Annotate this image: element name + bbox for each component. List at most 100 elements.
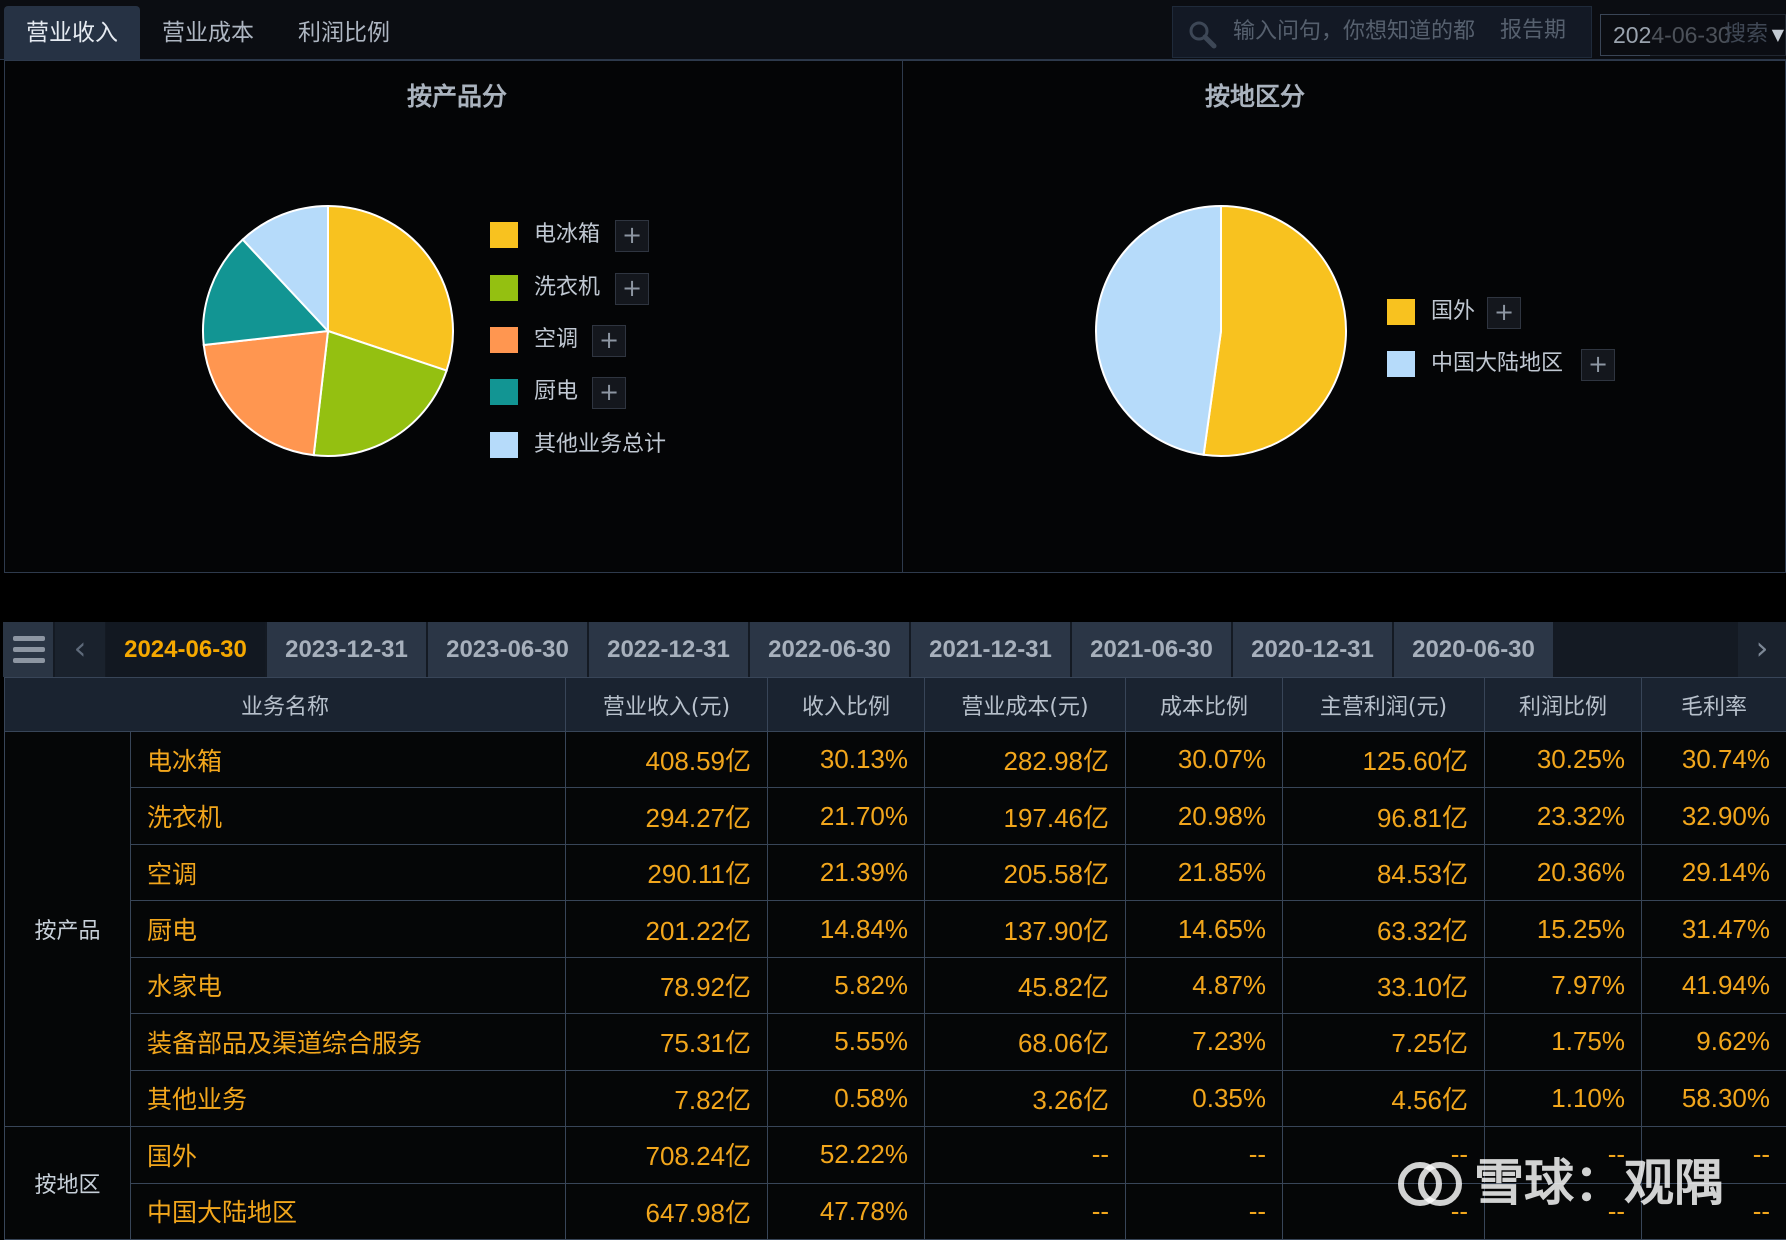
date-tab[interactable]: 2022-06-30 xyxy=(750,622,910,677)
pie-slice[interactable] xyxy=(312,329,448,457)
business-name-cell: 厨电 xyxy=(129,900,567,958)
value-cell: 63.32亿 xyxy=(1282,900,1486,958)
legend-swatch xyxy=(490,432,518,458)
table-row[interactable]: 按地区 国外 708.24亿 52.22% -- -- -- -- -- xyxy=(4,1126,1786,1240)
legend-swatch xyxy=(1387,299,1415,325)
pie-slice[interactable] xyxy=(202,329,330,457)
date-tab[interactable]: 2023-06-30 xyxy=(428,622,588,677)
table-row[interactable]: 厨电 201.22亿 14.84% 137.90亿 14.65% 63.32亿 15.25%… xyxy=(5,900,1786,958)
table-row[interactable]: 空调 290.11亿 21.39% 205.58亿 21.85% 84.53亿 20.36%… xyxy=(5,843,1786,902)
chart-title: 按产品分 xyxy=(406,82,507,111)
column-header[interactable]: 收入比例 xyxy=(767,677,926,732)
column-header[interactable]: 毛利率 xyxy=(1641,677,1786,732)
pie-slice[interactable] xyxy=(241,204,329,334)
expand-plus-icon[interactable]: + xyxy=(592,325,626,357)
value-cell: 408.59亿 xyxy=(565,730,769,789)
date-tab[interactable]: 2023-12-31 xyxy=(267,622,427,677)
period-tabs: ‹ 2024-06-30 2023-12-31 2023-06-30 2022-12-… xyxy=(3,622,1786,677)
pie-slice[interactable] xyxy=(1095,204,1222,456)
table-row[interactable]: 按产品 电冰箱 408.59亿 30.13% 282.98亿 30.07% 125.60亿 3… xyxy=(4,730,1786,1128)
search-input[interactable]: 输入问句，你想知道的都 xyxy=(1233,19,1476,44)
value-cell: 7.97% xyxy=(1484,956,1643,1015)
table-row[interactable]: 洗衣机 294.27亿 21.70% 197.46亿 20.98% 96.81亿 23.32… xyxy=(5,787,1786,845)
value-cell: 33.10亿 xyxy=(1282,956,1486,1015)
value-cell: -- xyxy=(924,1182,1127,1240)
date-tab[interactable]: 2020-12-31 xyxy=(1233,622,1393,677)
value-cell: 31.47% xyxy=(1641,900,1786,958)
column-header[interactable]: 主营利润(元) xyxy=(1282,677,1486,732)
expand-plus-icon[interactable]: + xyxy=(592,377,626,409)
search-button[interactable]: 搜索 ▼ xyxy=(1650,14,1786,56)
legend-label: 厨电 xyxy=(534,379,579,404)
date-tab[interactable]: 2024-06-30 xyxy=(106,622,266,677)
value-cell: 68.06亿 xyxy=(924,1013,1127,1071)
column-header[interactable]: 利润比例 xyxy=(1484,677,1643,732)
chevron-right-icon[interactable]: › xyxy=(1738,622,1786,677)
search-box[interactable]: 输入问句，你想知道的都 xyxy=(1172,6,1592,58)
pie-slice[interactable] xyxy=(202,238,331,347)
date-tab[interactable]: 2021-12-31 xyxy=(911,622,1071,677)
value-cell: -- xyxy=(1282,1182,1486,1240)
column-header[interactable]: 成本比例 xyxy=(1125,677,1284,732)
legend-label: 电冰箱 xyxy=(534,222,601,247)
region-chart-panel: 按地区分 国外 + 中国大陆地区 + xyxy=(902,60,1786,573)
table-header-row: 业务名称 营业收入(元) 收入比例 营业成本(元) 成本比例 主营利润(元) 利… xyxy=(3,677,1786,732)
tab-cost[interactable]: 营业成本 xyxy=(162,20,254,46)
top-tab-bar: 营业收入 营业成本 利润比例 输入问句，你想知道的都 报告期 2024-06-3… xyxy=(0,0,1786,60)
column-header[interactable]: 营业成本(元) xyxy=(924,677,1127,732)
value-cell: 9.62% xyxy=(1641,1013,1786,1071)
table-row[interactable]: 其他业务 7.82亿 0.58% 3.26亿 0.35% 4.56亿 1.10% 58.30% xyxy=(5,1069,1786,1128)
date-tab[interactable]: 2020-06-30 xyxy=(1394,622,1554,677)
legend-label: 空调 xyxy=(534,327,579,352)
region-pie-chart xyxy=(1095,204,1347,457)
table-row[interactable]: 水家电 78.92亿 5.82% 45.82亿 4.87% 33.10亿 7.97% 41.9… xyxy=(5,956,1786,1015)
value-cell: 41.94% xyxy=(1641,956,1786,1015)
date-tab[interactable]: 2022-12-31 xyxy=(589,622,749,677)
value-cell: 1.75% xyxy=(1484,1013,1643,1071)
value-cell: -- xyxy=(1125,1126,1284,1184)
table-row[interactable]: 装备部品及渠道综合服务 75.31亿 5.55% 68.06亿 7.23% 7.25亿 1.… xyxy=(5,1013,1786,1071)
date-tab[interactable]: 2021-06-30 xyxy=(1072,622,1232,677)
value-cell: 52.22% xyxy=(767,1126,926,1184)
pie-slice[interactable] xyxy=(327,204,454,372)
value-cell: 30.74% xyxy=(1641,730,1786,789)
business-name-cell: 水家电 xyxy=(129,956,567,1015)
business-name-cell: 电冰箱 xyxy=(129,730,567,789)
expand-plus-icon[interactable]: + xyxy=(615,273,649,305)
value-cell: 30.25% xyxy=(1484,730,1643,789)
value-cell: 29.14% xyxy=(1641,843,1786,902)
value-cell: 20.98% xyxy=(1125,787,1284,845)
value-cell: 96.81亿 xyxy=(1282,787,1486,845)
business-name-cell: 中国大陆地区 xyxy=(129,1182,567,1240)
menu-icon[interactable] xyxy=(3,622,53,677)
legend-swatch xyxy=(490,222,518,248)
business-name-cell: 空调 xyxy=(129,843,567,902)
legend-label: 国外 xyxy=(1431,299,1476,324)
value-cell: 3.26亿 xyxy=(924,1069,1127,1128)
period-label: 报告期 xyxy=(1500,18,1567,43)
expand-plus-icon[interactable]: + xyxy=(615,220,649,252)
table-row[interactable]: 中国大陆地区 647.98亿 47.78% -- -- -- -- -- xyxy=(5,1182,1786,1240)
expand-plus-icon[interactable]: + xyxy=(1487,297,1521,329)
value-cell: 15.25% xyxy=(1484,900,1643,958)
group-label: 按产品 xyxy=(4,730,131,1128)
value-cell: 45.82亿 xyxy=(924,956,1127,1015)
expand-plus-icon[interactable]: + xyxy=(1581,349,1615,381)
tab-profit-ratio[interactable]: 利润比例 xyxy=(298,20,390,46)
chevron-left-icon[interactable]: ‹ xyxy=(55,622,105,677)
tab-revenue[interactable]: 营业收入 xyxy=(4,6,140,60)
value-cell: -- xyxy=(1641,1126,1786,1184)
value-cell: 647.98亿 xyxy=(565,1182,769,1240)
value-cell: 14.65% xyxy=(1125,900,1284,958)
value-cell: 290.11亿 xyxy=(565,843,769,902)
column-header[interactable]: 营业收入(元) xyxy=(565,677,769,732)
column-header[interactable]: 业务名称 xyxy=(3,677,567,732)
value-cell: 20.36% xyxy=(1484,843,1643,902)
search-button-label: 搜索 xyxy=(1723,22,1768,47)
value-cell: 205.58亿 xyxy=(924,843,1127,902)
value-cell: 125.60亿 xyxy=(1282,730,1486,789)
pie-slice[interactable] xyxy=(1202,204,1347,457)
value-cell: 7.25亿 xyxy=(1282,1013,1486,1071)
value-cell: 30.13% xyxy=(767,730,926,789)
value-cell: -- xyxy=(1282,1126,1486,1184)
